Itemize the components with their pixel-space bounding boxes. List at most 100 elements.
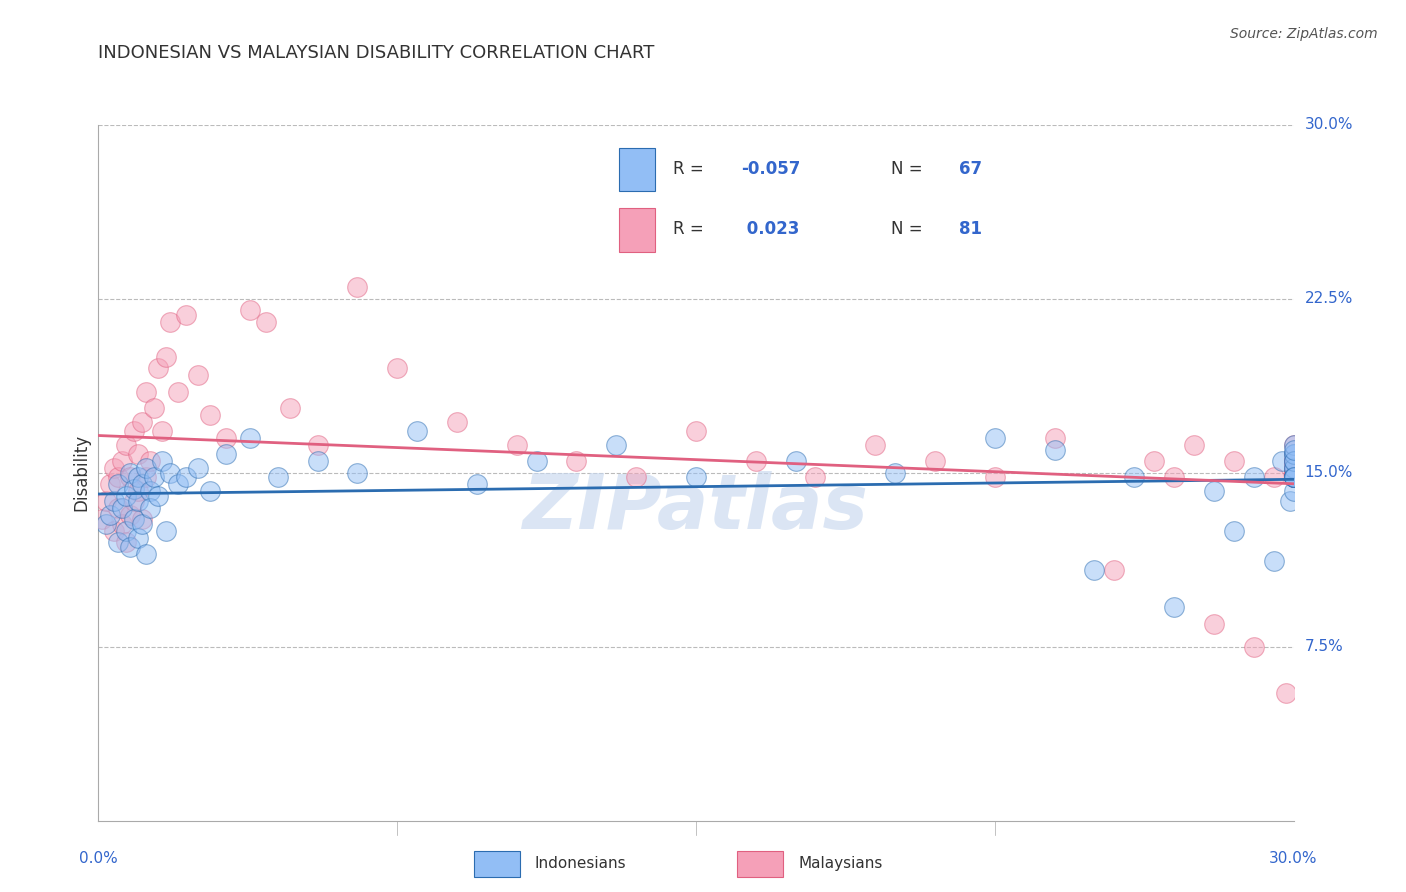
Point <box>120 466 142 480</box>
Point <box>685 424 707 438</box>
Point <box>1282 461 1305 475</box>
Point <box>506 438 529 452</box>
Point <box>135 547 157 561</box>
Point <box>103 461 125 475</box>
Point <box>135 384 157 399</box>
Point <box>174 308 197 322</box>
Text: 7.5%: 7.5% <box>1305 640 1343 654</box>
Point <box>1043 431 1066 445</box>
Point <box>1243 470 1265 484</box>
Point <box>127 470 149 484</box>
Point <box>1282 470 1305 484</box>
Point <box>98 508 122 522</box>
Point <box>1278 493 1301 508</box>
Point <box>278 401 301 415</box>
Point <box>1282 470 1305 484</box>
Point <box>267 470 290 484</box>
Point <box>91 512 114 526</box>
Point <box>198 408 221 422</box>
Point <box>103 493 125 508</box>
FancyBboxPatch shape <box>737 851 783 877</box>
Point <box>1202 616 1225 631</box>
Point <box>1282 470 1305 484</box>
Point <box>307 454 329 468</box>
Point <box>107 477 129 491</box>
Point <box>139 484 162 499</box>
Point <box>1282 466 1305 480</box>
Point <box>785 454 807 468</box>
Point <box>120 540 142 554</box>
Text: 0.023: 0.023 <box>741 220 800 238</box>
Point <box>135 470 157 484</box>
Point <box>1282 484 1305 499</box>
Point <box>1282 461 1305 475</box>
Point <box>1182 438 1205 452</box>
Point <box>863 438 886 452</box>
Point <box>1282 454 1305 468</box>
Point <box>150 424 173 438</box>
Point <box>1282 470 1305 484</box>
Point <box>115 438 138 452</box>
Point <box>924 454 946 468</box>
Point <box>215 447 238 461</box>
Point <box>1282 461 1305 475</box>
Point <box>96 516 118 531</box>
Point <box>155 350 177 364</box>
Point <box>124 512 146 526</box>
Point <box>605 438 627 452</box>
Point <box>804 470 827 484</box>
Point <box>1282 470 1305 484</box>
Point <box>254 315 277 329</box>
Point <box>167 477 190 491</box>
Point <box>983 470 1005 484</box>
Point <box>107 470 129 484</box>
Text: 0.0%: 0.0% <box>79 851 118 866</box>
Point <box>159 315 181 329</box>
Point <box>565 454 588 468</box>
Text: R =: R = <box>673 160 704 178</box>
Point <box>131 512 153 526</box>
Point <box>1282 470 1305 484</box>
Text: N =: N = <box>891 160 922 178</box>
Point <box>1143 454 1166 468</box>
Point <box>174 470 197 484</box>
Point <box>1274 686 1296 700</box>
Point <box>1282 454 1305 468</box>
Text: R =: R = <box>673 220 704 238</box>
Point <box>155 524 177 538</box>
Point <box>1282 470 1305 484</box>
Point <box>115 535 138 549</box>
Point <box>198 484 221 499</box>
Point <box>1282 454 1305 468</box>
Text: 30.0%: 30.0% <box>1270 851 1317 866</box>
Point <box>1243 640 1265 654</box>
Point <box>446 415 468 429</box>
Point <box>1271 454 1294 468</box>
Text: 22.5%: 22.5% <box>1305 292 1353 306</box>
Point <box>1263 470 1285 484</box>
Point <box>127 531 149 545</box>
Point <box>1263 554 1285 568</box>
Point <box>131 415 153 429</box>
Point <box>127 447 149 461</box>
Point <box>135 461 157 475</box>
Point <box>239 303 262 318</box>
Text: Source: ZipAtlas.com: Source: ZipAtlas.com <box>1230 27 1378 41</box>
Point <box>127 484 149 499</box>
Point <box>187 461 209 475</box>
Point <box>111 454 134 468</box>
Point <box>1222 524 1246 538</box>
Point <box>139 500 162 515</box>
Point <box>307 438 329 452</box>
Point <box>346 280 368 294</box>
Point <box>1282 461 1305 475</box>
Point <box>124 493 146 508</box>
Point <box>1282 454 1305 468</box>
Point <box>1123 470 1146 484</box>
Point <box>884 466 907 480</box>
Point <box>111 516 134 531</box>
Point <box>148 361 170 376</box>
Text: ZIPatlas: ZIPatlas <box>523 471 869 544</box>
Point <box>159 466 181 480</box>
Point <box>1282 454 1305 468</box>
